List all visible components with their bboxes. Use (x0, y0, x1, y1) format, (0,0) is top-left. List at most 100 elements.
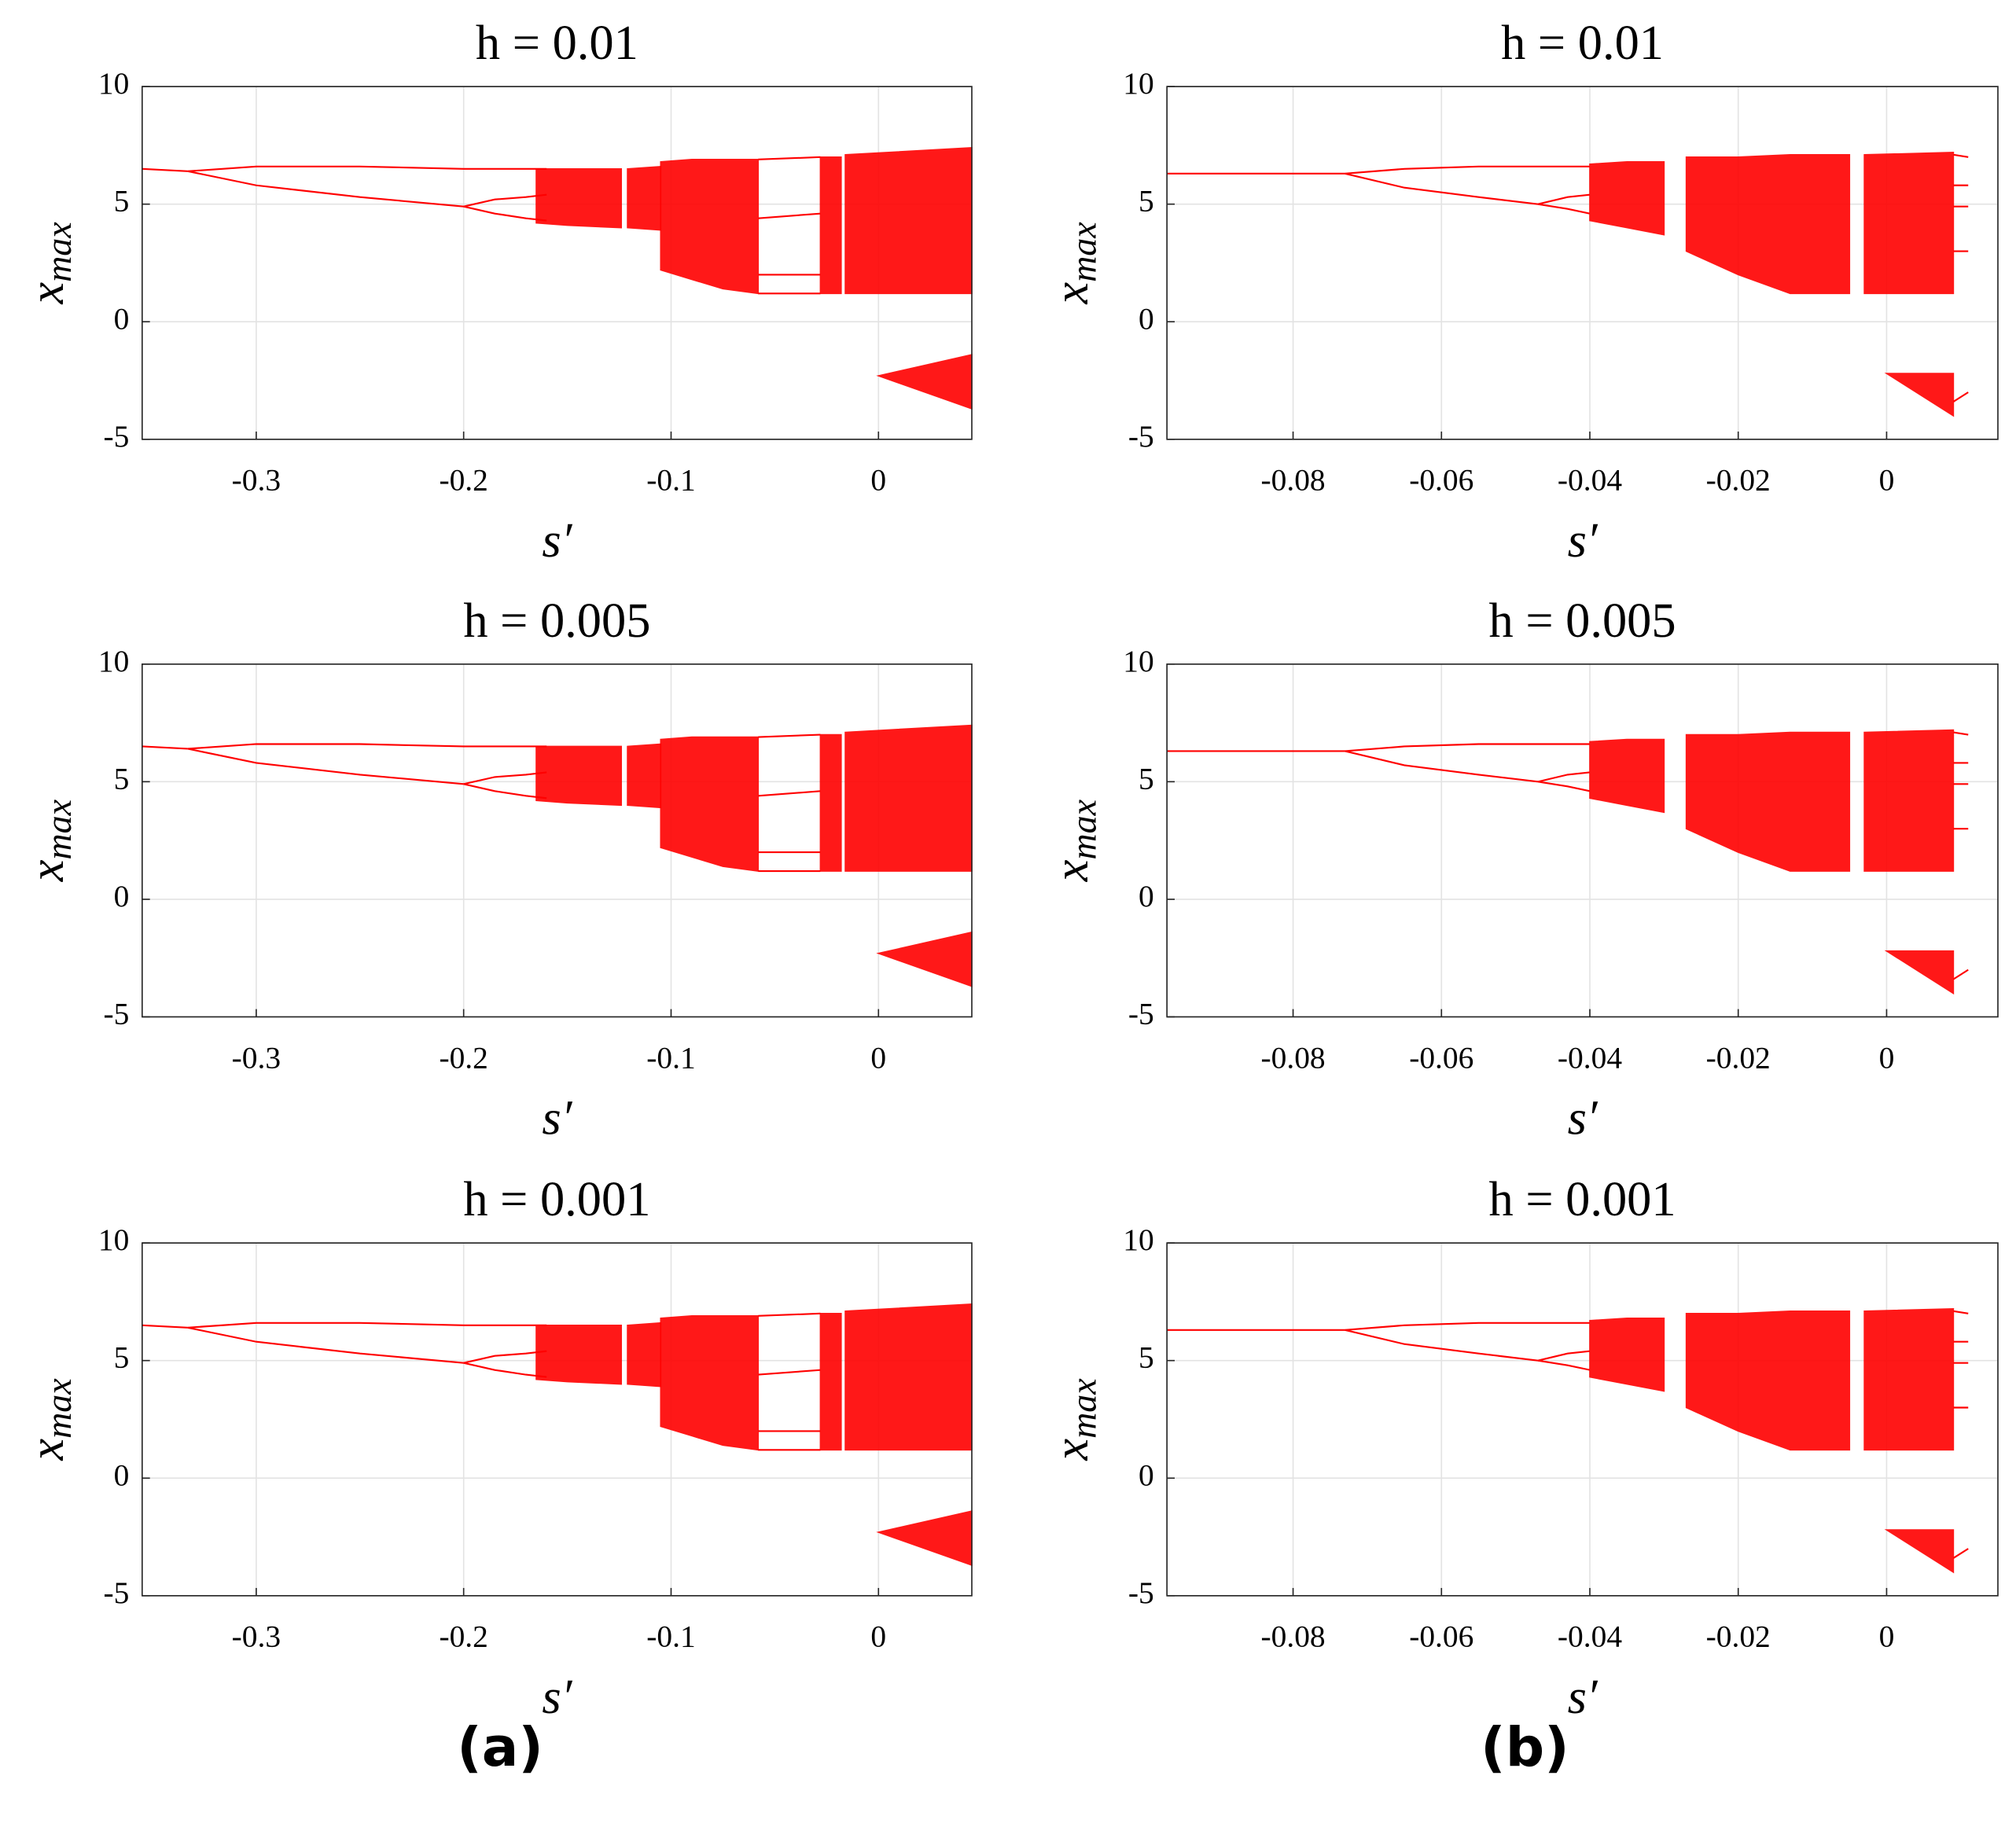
y-axis-label: xmax (1043, 799, 1102, 882)
x-tick-label: -0.06 (1409, 463, 1473, 498)
x-tick-label: 0 (870, 1040, 886, 1075)
x-tick-label: 0 (870, 463, 886, 498)
y-axis-label-base: x (19, 282, 74, 305)
branch-line (463, 205, 547, 222)
chaotic-band (1685, 731, 1851, 872)
y-tick-label: 0 (114, 301, 130, 336)
chaotic-band (844, 147, 973, 295)
chart-title: h = 0.01 (1501, 15, 1664, 70)
chaotic-band (819, 1313, 842, 1451)
x-tick-label: -0.04 (1558, 1619, 1622, 1654)
chaotic-band (535, 745, 622, 807)
x-axis-label: s′ (542, 1669, 572, 1724)
chaotic-band (1589, 161, 1665, 236)
chaotic-band (1863, 152, 1955, 295)
chaotic-band (819, 156, 842, 295)
branch-line (1537, 1350, 1591, 1362)
y-tick-label: 10 (1123, 66, 1153, 101)
branch-line (187, 748, 464, 785)
y-axis-label-base: x (1043, 859, 1098, 882)
x-tick-label: -0.1 (646, 463, 695, 498)
x-tick-label: 0 (1879, 1040, 1895, 1075)
branch-line (1953, 731, 1969, 736)
y-axis-label-base: x (19, 859, 74, 882)
chaotic-band (1685, 154, 1851, 295)
chaotic-band (844, 1303, 973, 1451)
x-tick-label: -0.04 (1558, 463, 1622, 498)
branch-line (1537, 1359, 1591, 1371)
x-tick-label: -0.06 (1409, 1619, 1473, 1654)
x-tick-label: -0.08 (1260, 463, 1325, 498)
y-axis-label-sub: max (1063, 222, 1103, 282)
x-tick-label: -0.04 (1558, 1040, 1622, 1075)
branch-line (758, 212, 821, 219)
y-axis-label-sub: max (38, 799, 78, 859)
chart-title: h = 0.01 (476, 15, 638, 70)
axes-box (1166, 663, 1999, 1018)
y-axis-label: xmax (19, 1378, 78, 1461)
y-tick-label: 0 (1139, 1458, 1154, 1492)
branch-line (187, 170, 464, 208)
y-tick-label: 0 (1139, 879, 1154, 914)
x-tick-label: -0.2 (439, 1040, 487, 1075)
chaotic-band (1685, 1311, 1851, 1451)
branch-line (1952, 1548, 1969, 1559)
y-axis-label: xmax (1043, 222, 1102, 305)
chaotic-band (1863, 729, 1955, 872)
chaotic-band (1863, 1308, 1955, 1451)
axes: -0.08 -0.06 -0.04 -0.02 0 -5 0 5 10 h = 0.005 s′ xm… (1043, 593, 1999, 1145)
y-tick-label: 10 (98, 66, 129, 101)
branch-line (187, 1322, 547, 1329)
chart-title: h = 0.001 (463, 1171, 650, 1226)
x-tick-label: 0 (1879, 463, 1895, 498)
axes-box (141, 1242, 973, 1597)
x-tick-label: -0.02 (1706, 1619, 1771, 1654)
branch-line (1537, 203, 1591, 215)
branch-line (1345, 172, 1539, 205)
axes-box (141, 86, 973, 440)
x-tick-label: -0.2 (439, 1619, 487, 1654)
axes-box (141, 663, 973, 1018)
y-tick-label: 0 (1139, 301, 1154, 336)
x-tick-label: -0.02 (1706, 463, 1771, 498)
y-tick-label: 5 (114, 761, 130, 796)
y-tick-label: 5 (1139, 184, 1154, 219)
branch-line (142, 167, 188, 172)
y-tick-label: -5 (104, 1575, 130, 1610)
x-axis-label: s′ (1568, 513, 1598, 568)
chaotic-band (1589, 1318, 1665, 1392)
branch-line (142, 1324, 188, 1329)
x-axis-label: s′ (1568, 1090, 1598, 1145)
y-axis-label-sub: max (1063, 1378, 1103, 1439)
chaotic-band (1884, 950, 1955, 995)
chaotic-band (876, 354, 973, 410)
chaotic-band (819, 733, 842, 872)
panel-label: (b) (1481, 1716, 1569, 1779)
y-tick-label: 5 (114, 1340, 130, 1375)
branch-line (1345, 1322, 1590, 1331)
x-axis-label: s′ (542, 1090, 572, 1145)
branch-line (1345, 743, 1590, 752)
branch-line (1537, 193, 1591, 205)
y-tick-label: 5 (114, 184, 130, 219)
chaotic-band (535, 1324, 622, 1385)
chaotic-band (844, 724, 973, 872)
chaotic-band (660, 159, 760, 295)
chart-title: h = 0.001 (1488, 1171, 1676, 1226)
chaotic-band (1884, 373, 1955, 417)
x-tick-label: -0.06 (1409, 1040, 1473, 1075)
axes: -0.08 -0.06 -0.04 -0.02 0 -5 0 5 10 h = 0.01 s′ xma… (1043, 15, 1999, 568)
y-tick-label: 10 (1123, 644, 1153, 678)
branch-line (463, 783, 547, 800)
branch-line (463, 771, 547, 785)
chaotic-band (876, 931, 973, 987)
branch-line (758, 156, 821, 160)
chaotic-band (1884, 1529, 1955, 1574)
y-axis-label: xmax (19, 222, 78, 305)
branch-line (1537, 771, 1591, 783)
branch-line (1952, 392, 1969, 403)
axes-box (1166, 86, 1999, 440)
branch-line (1345, 750, 1539, 783)
y-axis-label: xmax (1043, 1378, 1102, 1461)
